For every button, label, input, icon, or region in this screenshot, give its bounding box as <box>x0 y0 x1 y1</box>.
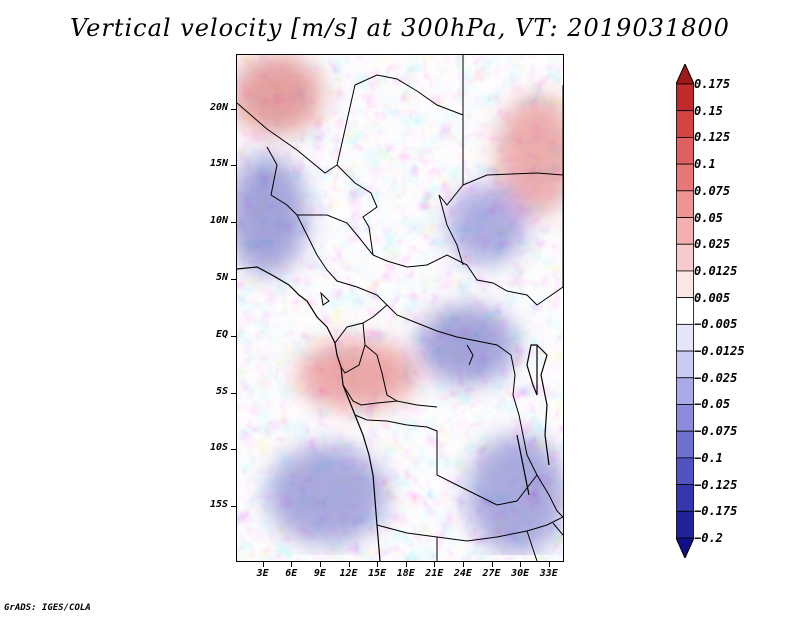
lon-tick <box>520 562 522 567</box>
map-panel[interactable] <box>236 54 564 562</box>
colorbar-segment <box>676 297 694 325</box>
country-borders <box>237 55 563 561</box>
lon-label: 6E <box>285 568 298 579</box>
colorbar-tick-label: 0.15 <box>694 103 723 118</box>
colorbar-tick-label: −0.0125 <box>694 344 745 359</box>
colorbar-segment <box>676 163 694 192</box>
colorbar-segment <box>676 137 694 165</box>
vertical-velocity-field <box>237 55 563 561</box>
colorbar-tick-label: −0.125 <box>694 477 738 492</box>
colorbar-top-arrow <box>676 64 694 85</box>
colorbar <box>676 64 694 558</box>
lat-tick <box>231 392 236 394</box>
colorbar-bottom-arrow <box>676 537 694 558</box>
lon-tick <box>291 562 293 567</box>
colorbar-tick-label: 0.05 <box>694 210 723 225</box>
lon-label: 27E <box>482 568 501 579</box>
colorbar-tick-label: −0.05 <box>694 397 731 412</box>
lat-label: 10N <box>209 215 228 227</box>
lon-tick <box>377 562 379 567</box>
colorbar-segment <box>676 217 694 245</box>
colorbar-segment <box>676 323 694 352</box>
colorbar-segment <box>676 270 694 299</box>
lat-label: 15S <box>209 499 228 511</box>
colorbar-tick-label: −0.1 <box>694 450 723 465</box>
colorbar-segment <box>676 110 694 138</box>
lat-tick <box>231 449 236 451</box>
colorbar-tick-label: 0.175 <box>694 77 731 91</box>
lat-tick <box>231 165 236 167</box>
lat-label: 5N <box>215 272 228 284</box>
lat-label: 20N <box>209 101 228 113</box>
colorbar-segment <box>676 377 694 405</box>
lon-label: 15E <box>368 568 387 579</box>
lon-tick <box>491 562 493 567</box>
colorbar-segment <box>676 243 694 272</box>
lat-tick <box>231 279 236 281</box>
lon-tick <box>405 562 407 567</box>
lon-tick <box>348 562 350 567</box>
colorbar-segment <box>676 510 694 539</box>
colorbar-segment <box>676 404 694 432</box>
grads-credit: GrADS: IGES/COLA <box>4 603 91 613</box>
lon-label: 33E <box>539 568 558 579</box>
lon-label: 30E <box>511 568 530 579</box>
colorbar-tick-label: −0.025 <box>694 370 738 385</box>
lat-tick <box>231 222 236 224</box>
colorbar-tick-label: −0.005 <box>694 317 738 332</box>
lat-label: EQ <box>215 328 228 340</box>
lat-label: 5S <box>215 385 228 397</box>
colorbar-segment <box>676 430 694 459</box>
lon-label: 12E <box>339 568 358 579</box>
lat-tick <box>231 108 236 110</box>
lon-label: 9E <box>313 568 326 579</box>
lon-label: 24E <box>453 568 472 579</box>
colorbar-tick-label: 0.1 <box>694 157 716 172</box>
colorbar-segment <box>676 83 694 112</box>
lat-tick <box>231 335 236 337</box>
lat-tick <box>231 506 236 508</box>
colorbar-segment <box>676 190 694 218</box>
lon-tick <box>548 562 550 567</box>
field-regional-tint <box>237 55 563 555</box>
colorbar-segment <box>676 484 694 512</box>
lon-label: 3E <box>256 568 269 579</box>
colorbar-tick-label: 0.025 <box>694 237 731 252</box>
colorbar-segment <box>676 457 694 485</box>
colorbar-segment <box>676 350 694 379</box>
colorbar-tick-label: 0.005 <box>694 290 731 305</box>
lat-label: 10S <box>209 442 228 454</box>
lon-label: 18E <box>396 568 415 579</box>
lon-label: 21E <box>425 568 444 579</box>
lat-label: 15N <box>209 158 228 170</box>
colorbar-tick-label: 0.0125 <box>694 263 738 278</box>
lon-tick <box>434 562 436 567</box>
lon-tick <box>262 562 264 567</box>
colorbar-tick-label: 0.125 <box>694 130 731 145</box>
lon-tick <box>319 562 321 567</box>
colorbar-tick-label: 0.075 <box>694 183 731 198</box>
colorbar-tick-label: −0.2 <box>694 531 723 545</box>
chart-title: Vertical velocity [m/s] at 300hPa, VT: 2… <box>70 14 730 42</box>
colorbar-tick-label: −0.175 <box>694 504 738 519</box>
lon-tick <box>462 562 464 567</box>
colorbar-tick-label: −0.075 <box>694 424 738 439</box>
